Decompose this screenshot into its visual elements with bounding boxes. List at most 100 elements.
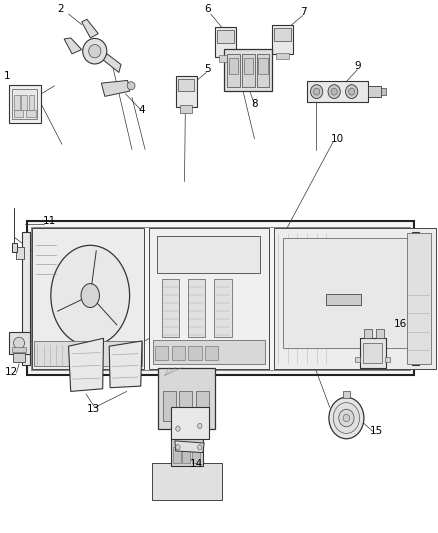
Bar [275,53,288,59]
Bar [282,238,426,348]
Ellipse shape [327,85,339,99]
Bar [157,236,260,273]
Bar [359,338,385,368]
Bar [362,343,381,364]
Text: 1: 1 [4,71,10,82]
Bar [13,353,25,362]
Bar [380,88,385,95]
Bar [272,25,292,54]
Text: 4: 4 [138,105,145,115]
Text: 14: 14 [189,458,202,469]
Bar [16,337,24,349]
Bar [417,337,424,349]
Ellipse shape [313,88,319,95]
Bar [12,90,37,119]
Bar [227,54,239,87]
Bar [32,228,144,369]
Ellipse shape [338,409,353,427]
Bar [155,346,168,360]
Text: 9: 9 [353,61,360,71]
Text: 11: 11 [43,215,56,225]
Polygon shape [109,341,142,387]
Ellipse shape [82,38,106,64]
Bar [161,279,179,337]
Bar [14,95,19,110]
Bar [367,86,380,98]
Ellipse shape [88,45,101,58]
Bar [148,228,268,369]
Bar [417,247,424,259]
Bar [151,463,221,500]
Bar [178,79,194,91]
Bar [28,95,34,110]
Bar [257,54,269,87]
Bar [180,106,192,114]
Bar [215,27,236,56]
Text: 13: 13 [87,405,100,414]
Bar [195,391,208,421]
Bar [9,332,29,354]
Text: 5: 5 [204,63,210,74]
Text: 2: 2 [57,4,64,14]
Bar [273,228,434,369]
Bar [158,368,215,429]
Bar [188,346,201,360]
Bar [325,294,360,305]
Bar [31,227,409,370]
Ellipse shape [332,402,359,433]
Bar [354,357,360,362]
Bar [191,447,199,463]
Bar [363,329,371,338]
Bar [406,233,430,364]
Bar [14,110,23,117]
Bar [9,85,41,123]
Polygon shape [103,54,121,72]
Ellipse shape [348,88,354,95]
Polygon shape [68,338,103,391]
Ellipse shape [310,85,322,99]
Bar [171,346,184,360]
Bar [12,348,26,352]
Bar [223,49,272,91]
Bar [342,391,349,398]
Ellipse shape [328,397,363,439]
Text: 7: 7 [300,6,307,17]
Bar [243,58,253,74]
Bar [179,391,192,421]
Bar [175,76,196,107]
Bar [26,110,35,117]
Polygon shape [64,38,81,54]
Bar [21,232,29,365]
Text: 16: 16 [393,319,406,329]
Ellipse shape [343,414,349,422]
Bar [12,243,17,252]
Ellipse shape [127,82,135,90]
Ellipse shape [14,337,25,349]
Text: 8: 8 [251,99,257,109]
Ellipse shape [51,245,129,346]
Bar [205,346,218,360]
Polygon shape [174,441,204,453]
Text: 10: 10 [330,134,343,144]
Polygon shape [101,80,130,96]
Text: 6: 6 [204,4,210,14]
Bar [172,447,180,463]
Bar [384,357,389,362]
Ellipse shape [197,445,201,450]
Text: 12: 12 [5,367,18,377]
Ellipse shape [197,423,201,429]
Bar [27,221,413,375]
Bar [171,426,202,466]
Bar [306,82,367,102]
Bar [171,407,208,439]
Bar [34,341,141,367]
Bar [375,329,383,338]
Ellipse shape [175,426,180,431]
Polygon shape [81,19,98,38]
Bar [258,58,268,74]
Bar [162,391,175,421]
Bar [274,28,290,41]
Bar [242,54,254,87]
Bar [21,95,27,110]
Ellipse shape [330,88,336,95]
